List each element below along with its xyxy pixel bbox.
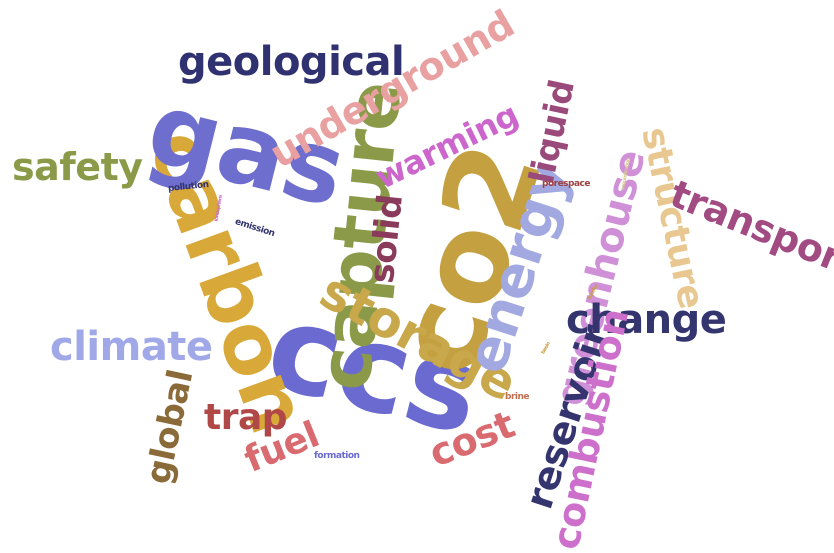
word-formation: formation [314, 451, 360, 461]
word-geological: geological [178, 39, 405, 85]
word-climate: climate [50, 324, 213, 370]
word-tiny-4: basin [540, 341, 552, 356]
word-brine: brine [505, 392, 529, 402]
word-change: change [566, 297, 727, 343]
word-porespace: porespace [542, 179, 590, 189]
word-global: global [138, 366, 202, 488]
word-solid: solid [361, 192, 411, 286]
word-trap: trap [204, 397, 288, 438]
word-cloud: ccs co2 capture carbon gas storage energ… [12, 2, 834, 553]
word-safety: safety [12, 145, 143, 189]
